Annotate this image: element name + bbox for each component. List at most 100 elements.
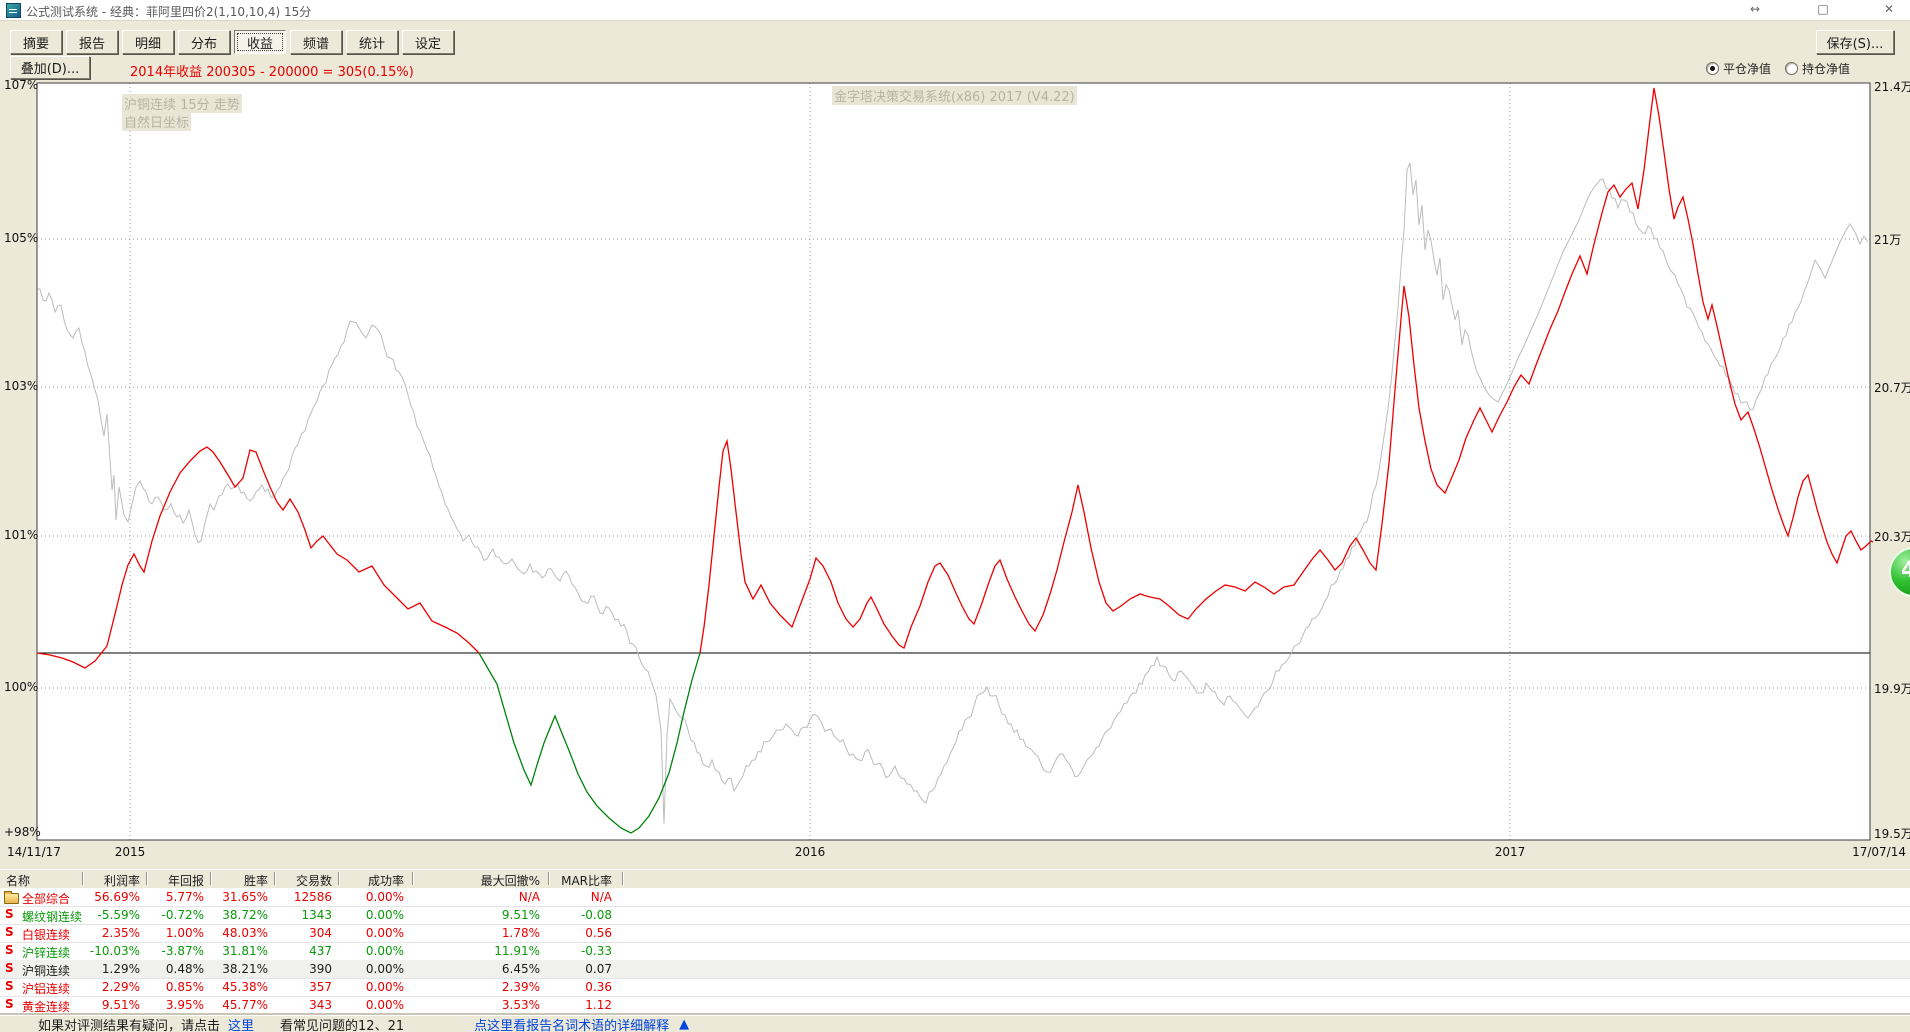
header-separator [338, 872, 339, 885]
cell-交易数: 1343 [301, 908, 332, 922]
right-axis-tick: 19.5万 [1874, 827, 1910, 841]
cell-成功率: 0.00% [365, 962, 404, 976]
restore-icon[interactable]: ↔ [1749, 2, 1761, 16]
row-name: 螺纹钢连续 [22, 910, 83, 924]
tab-5-收益[interactable]: 收益 [234, 30, 286, 54]
radio-dot-icon[interactable] [1706, 62, 1719, 75]
cell-成功率: 0.00% [365, 944, 404, 958]
right-axis-tick: 19.9万 [1874, 682, 1910, 696]
close-icon[interactable]: ✕ [1883, 2, 1895, 16]
strategy-icon: S [5, 907, 14, 921]
cell-MAR比率: 0.07 [585, 962, 612, 976]
row-name: 全部综合 [22, 892, 71, 906]
series-4 [699, 87, 1874, 654]
save-button[interactable]: 保存(S)... [1816, 30, 1894, 54]
maximize-icon[interactable]: □ [1817, 2, 1829, 16]
tab-1-摘要[interactable]: 摘要 [10, 30, 62, 54]
radio-label: 平仓净值 [1723, 62, 1772, 76]
cell-胜率: 45.38% [222, 980, 268, 994]
col-header-2[interactable]: 年回报 [167, 874, 204, 888]
left-axis-tick: +98% [4, 825, 41, 839]
table-row-沪锌连续[interactable]: S 沪锌连续 -10.03% -3.87% 31.81% 437 0.00% 11.91% -0… [0, 942, 1910, 961]
cell-交易数: 12586 [293, 890, 332, 904]
col-header-1[interactable]: 利润率 [103, 874, 140, 888]
cell-MAR比率: 0.36 [585, 980, 612, 994]
table-row-黄金连续[interactable]: S 黄金连续 9.51% 3.95% 45.77% 343 0.00% 3.53% 1.12 [0, 996, 1910, 1015]
cell-成功率: 0.00% [365, 926, 404, 940]
left-axis-tick: 107% [4, 78, 39, 92]
cell-最大回撤%: 9.51% [501, 908, 540, 922]
cell-年回报: -0.72% [161, 908, 204, 922]
overlay-button[interactable]: 叠加(D)... [10, 56, 90, 79]
right-axis-tick: 21万 [1874, 233, 1902, 247]
header-separator [210, 872, 211, 885]
cell-胜率: 38.21% [222, 962, 268, 976]
status-text: 如果对评测结果有疑问，请点击 [38, 1019, 221, 1032]
row-name: 沪铜连续 [22, 964, 71, 978]
cell-MAR比率: -0.33 [580, 944, 612, 958]
cell-利润率: 2.35% [101, 926, 140, 940]
cell-利润率: 56.69% [94, 890, 140, 904]
coordinate-watermark: 自然日坐标 [122, 112, 192, 131]
cell-MAR比率: 0.56 [585, 926, 612, 940]
cell-最大回撤%: 1.78% [501, 926, 540, 940]
tab-6-频谱[interactable]: 频谱 [290, 30, 342, 54]
tab-8-设定[interactable]: 设定 [402, 30, 454, 54]
col-header-3[interactable]: 胜率 [243, 874, 268, 888]
cell-利润率: -5.59% [97, 908, 140, 922]
table-row-沪铝连续[interactable]: S 沪铝连续 2.29% 0.85% 45.38% 357 0.00% 2.39% 0.36 [0, 978, 1910, 997]
status-link[interactable]: 点这里看报告名词术语的详细解释 [474, 1019, 670, 1032]
cell-MAR比率: -0.08 [580, 908, 612, 922]
left-axis-tick: 101% [4, 528, 39, 542]
cell-交易数: 343 [309, 998, 332, 1012]
left-axis-tick: 103% [4, 379, 39, 393]
cell-年回报: 0.85% [165, 980, 204, 994]
strategy-icon: S [5, 943, 14, 957]
tab-4-分布[interactable]: 分布 [178, 30, 230, 54]
status-link[interactable]: 这里 [228, 1019, 255, 1032]
header-separator [82, 872, 83, 885]
col-header-7[interactable]: MAR比率 [561, 874, 612, 888]
radio-2[interactable]: 持仓净值 [1785, 60, 1850, 77]
annual-return-summary: 2014年收益 200305 - 200000 = 305(0.15%) [130, 65, 414, 80]
cell-胜率: 38.72% [222, 908, 268, 922]
cell-成功率: 0.00% [365, 998, 404, 1012]
cell-利润率: 9.51% [101, 998, 140, 1012]
table-row-白银连续[interactable]: S 白银连续 2.35% 1.00% 48.03% 304 0.00% 1.78% 0.56 [0, 924, 1910, 943]
radio-1[interactable]: 平仓净值 [1706, 60, 1771, 77]
x-axis-tick: 17/07/14 [1852, 845, 1906, 859]
system-watermark: 金字塔决策交易系统(x86) 2017 (V4.22) [832, 86, 1077, 105]
netvalue-radio-group: 平仓净值 持仓净值 [1706, 60, 1850, 77]
left-axis-tick: 100% [4, 680, 39, 694]
radio-dot-icon[interactable] [1785, 62, 1799, 75]
cell-年回报: 1.00% [165, 926, 204, 940]
table-row-螺纹钢连续[interactable]: S 螺纹钢连续 -5.59% -0.72% 38.72% 1343 0.00% 9.51% -0… [0, 906, 1910, 925]
strategy-icon: S [5, 961, 14, 975]
table-row-沪铜连续[interactable]: S 沪铜连续 1.29% 0.48% 38.21% 390 0.00% 6.45% 0.07 [0, 960, 1910, 979]
table-row-全部综合[interactable]: 全部综合 56.69% 5.77% 31.65% 12586 0.00% N/A N/A [0, 888, 1910, 907]
cell-胜率: 48.03% [222, 926, 268, 940]
cell-最大回撤%: N/A [518, 890, 540, 904]
x-axis-tick: 2016 [794, 845, 826, 859]
chart-canvas [36, 82, 1874, 841]
row-name: 沪锌连续 [22, 946, 71, 960]
status-link[interactable]: ▲ [679, 1017, 690, 1032]
col-header-6[interactable]: 最大回撤% [480, 874, 540, 888]
statusbar: 如果对评测结果有疑问，请点击 这里 看常见问题的12、21 点这里看报告名词术语的详细… [0, 1015, 1910, 1032]
col-header-name[interactable]: 名称 [6, 874, 31, 888]
cell-交易数: 390 [309, 962, 332, 976]
cell-成功率: 0.00% [365, 890, 404, 904]
cell-交易数: 357 [309, 980, 332, 994]
series-3 [478, 652, 701, 834]
x-axis-tick: 2017 [1494, 845, 1526, 859]
col-header-4[interactable]: 交易数 [295, 874, 332, 888]
cell-年回报: 0.48% [165, 962, 204, 976]
cell-最大回撤%: 11.91% [494, 944, 540, 958]
cell-利润率: -10.03% [89, 944, 140, 958]
tab-7-统计[interactable]: 统计 [346, 30, 398, 54]
tab-3-明细[interactable]: 明细 [122, 30, 174, 54]
tab-2-报告[interactable]: 报告 [66, 30, 118, 54]
cell-最大回撤%: 3.53% [501, 998, 540, 1012]
cell-年回报: 5.77% [165, 890, 204, 904]
col-header-5[interactable]: 成功率 [367, 874, 404, 888]
